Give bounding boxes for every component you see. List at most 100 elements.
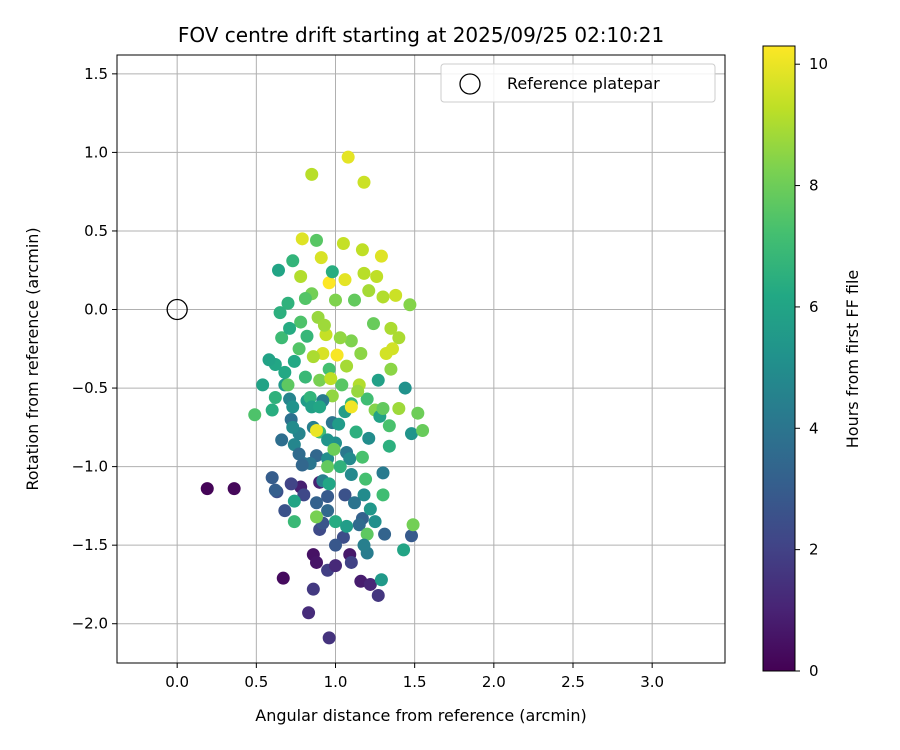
x-tick-label: 0.5 [244,673,268,691]
data-point [362,284,376,298]
data-point [374,573,388,587]
data-point [286,420,300,434]
data-point [284,477,298,491]
data-point [406,518,420,532]
data-point [322,477,336,491]
data-point [275,331,289,345]
x-tick-label: 1.5 [403,673,427,691]
data-point [359,472,373,486]
data-point [268,483,282,497]
data-point [405,427,418,441]
data-point [310,555,323,569]
data-point [389,288,403,302]
data-point [357,538,371,552]
data-point [278,365,292,379]
data-points [200,150,430,645]
data-point [262,353,276,367]
x-tick-label: 0.0 [165,673,189,691]
data-point [403,298,417,312]
data-point [265,403,279,417]
data-point [376,290,390,304]
data-point [376,466,390,480]
data-point [343,452,357,466]
data-point [384,321,398,335]
y-tick-label: −1.0 [72,458,108,476]
data-point [367,317,380,331]
data-point [272,263,285,277]
data-point [371,373,385,387]
colorbar-tick-label: 8 [809,177,819,195]
data-point [411,406,425,420]
data-point [329,538,342,552]
data-point [336,237,350,251]
data-point [275,433,289,447]
data-point [298,292,312,306]
data-point [354,347,368,361]
y-tick-label: 1.0 [84,143,108,161]
colorbar-tick-label: 6 [809,298,819,316]
colorbar-ticks: 0 2 4 6 8 10 [795,55,828,680]
data-point [287,354,301,368]
data-point [278,504,292,518]
x-axis-ticks: 0.0 0.5 1.0 1.5 2.0 2.5 3.0 [165,663,664,691]
data-point [287,494,301,508]
data-point [357,488,371,502]
data-point [265,471,279,485]
data-point [200,482,214,496]
y-gridlines [117,73,725,625]
colorbar-tick-label: 0 [809,662,819,680]
data-point [344,400,358,414]
y-axis-ticks: −2.0 −1.5 −1.0 −0.5 0.0 0.5 1.0 1.5 [72,65,117,633]
data-point [338,488,352,502]
data-point [344,334,358,348]
data-point [405,529,418,543]
colorbar-gradient [762,45,796,672]
legend: Reference platepar [440,63,716,103]
data-point [340,359,354,373]
data-point [286,254,300,268]
data-point [363,577,377,591]
data-point [273,306,287,320]
data-point [352,518,366,532]
data-point [333,331,347,345]
data-point [322,631,336,645]
data-point [295,232,309,246]
data-point [321,504,335,518]
data-point [392,331,406,345]
data-point [382,439,396,453]
legend-marker [459,73,481,95]
data-point [370,270,384,284]
data-point [322,276,336,290]
data-point [281,378,295,392]
data-point [329,515,342,529]
data-point [317,318,331,332]
data-point [283,321,297,335]
data-point [268,390,282,404]
data-point [355,243,369,257]
data-point [344,467,358,481]
data-point [314,251,328,265]
legend-box [440,63,716,103]
data-point [340,519,354,533]
chart-title: FOV centre drift starting at 2025/09/25 … [178,23,664,47]
y-tick-label: 0.5 [84,222,108,240]
data-point [368,515,382,529]
data-point [357,266,371,280]
data-point [286,400,300,414]
data-point [248,408,262,422]
data-point [313,373,327,387]
data-point [360,527,374,541]
data-point [363,502,377,516]
y-tick-label: −0.5 [72,379,108,397]
data-point [376,401,390,415]
data-point [306,582,320,596]
data-point [287,515,301,529]
data-point [310,233,323,247]
y-tick-label: −1.5 [72,536,108,554]
data-point [355,450,369,464]
data-point [256,378,270,392]
legend-entry-label: Reference platepar [507,74,660,93]
data-point [382,419,396,433]
data-point [310,423,323,437]
data-point [329,559,342,573]
